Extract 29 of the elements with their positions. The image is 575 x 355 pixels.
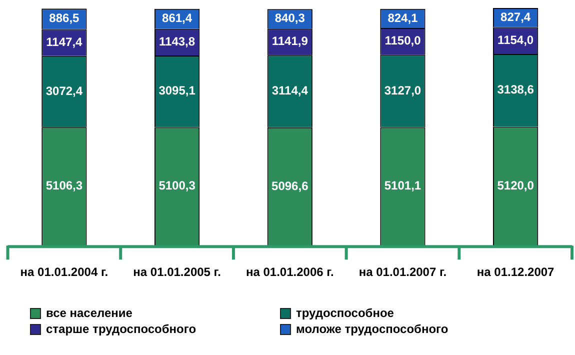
x-tick-label: на 01.01.2006 г.: [246, 265, 334, 280]
legend-label: все население: [46, 306, 132, 320]
data-label: 5106,3: [46, 178, 83, 193]
data-label: 1154,0: [498, 32, 534, 47]
legend-label: трудоспособное: [296, 306, 394, 320]
data-label: 1147,4: [46, 34, 83, 49]
data-label: 5101,1: [384, 178, 422, 193]
data-label: 5120,0: [497, 178, 534, 193]
data-label: 3072,4: [46, 84, 83, 98]
data-label: 1150,0: [384, 34, 422, 48]
data-label: 886,5: [49, 11, 80, 26]
data-label: 5096,6: [272, 178, 309, 193]
data-label: 824,1: [388, 10, 418, 25]
data-label: 827,4: [500, 10, 531, 24]
data-label: 5100,3: [158, 178, 196, 193]
legend-label: старше трудоспособного: [46, 322, 196, 336]
data-label: 3114,4: [272, 84, 308, 98]
data-label: 1141,9: [272, 34, 308, 48]
data-label: 3138,6: [497, 82, 534, 97]
data-label: 3095,1: [158, 84, 196, 98]
data-label: 840,3: [274, 11, 306, 26]
legend-label: моложе трудоспособного: [296, 322, 448, 336]
x-tick-label: на 01.01.2007 г.: [358, 265, 447, 280]
data-label: 3127,0: [384, 83, 422, 98]
x-tick-label: на 01.12.2007: [476, 265, 555, 280]
data-label: 1143,8: [159, 34, 196, 48]
x-tick-label: на 01.01.2005 г.: [133, 265, 221, 280]
data-label: 861,4: [162, 11, 192, 26]
x-tick-label: на 01.01.2004 г.: [20, 265, 108, 280]
